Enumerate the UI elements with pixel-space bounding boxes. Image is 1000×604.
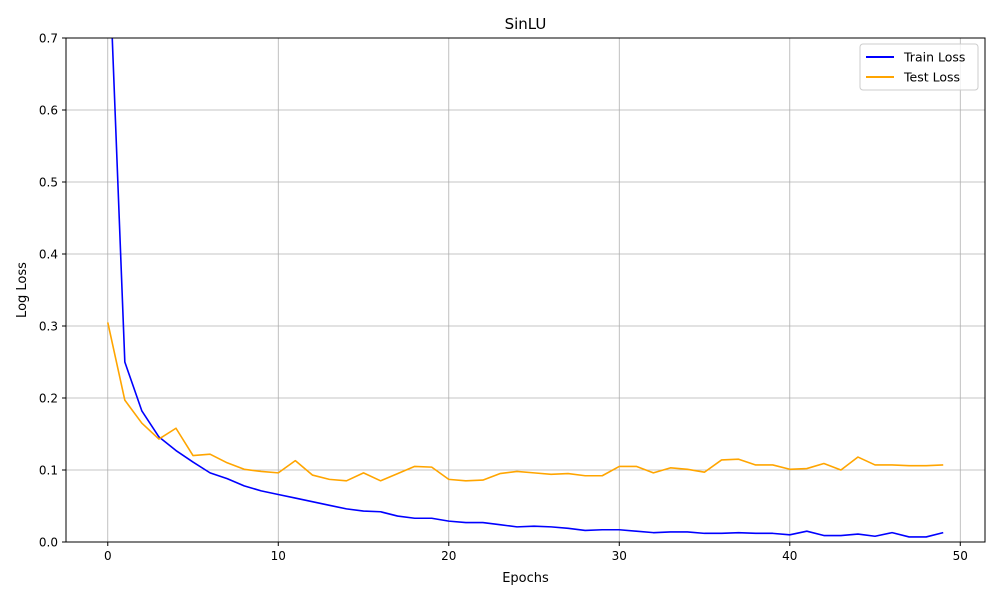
legend-label-test-loss: Test Loss <box>903 70 960 85</box>
series-line-test-loss <box>106 322 944 482</box>
y-tick-label: 0.0 <box>39 536 58 550</box>
x-axis: 0 10 20 30 40 50 <box>104 542 968 563</box>
y-tick-label: 0.7 <box>39 32 58 46</box>
x-tick-label: 20 <box>441 549 456 563</box>
y-axis: 0.0 0.1 0.2 0.3 0.4 0.5 0.6 0.7 <box>39 32 66 550</box>
y-tick-label: 0.2 <box>39 392 58 406</box>
x-tick-label: 0 <box>104 549 112 563</box>
plot-area-frame <box>65 37 986 543</box>
x-tick-label: 40 <box>782 549 797 563</box>
x-tick-label: 10 <box>271 549 286 563</box>
y-tick-label: 0.6 <box>39 104 58 118</box>
x-tick-label: 30 <box>612 549 627 563</box>
y-axis-label: Log Loss <box>15 262 30 318</box>
series-line-train-loss <box>111 38 944 538</box>
y-tick-label: 0.3 <box>39 320 58 334</box>
y-tick-label: 0.1 <box>39 464 58 478</box>
y-tick-label: 0.5 <box>39 176 58 190</box>
x-axis-label: Epochs <box>502 571 549 586</box>
chart-title: SinLU <box>505 15 547 33</box>
legend: Train Loss Test Loss <box>859 43 979 91</box>
legend-box <box>859 43 979 91</box>
legend-label-train-loss: Train Loss <box>903 50 965 65</box>
y-tick-label: 0.4 <box>39 248 58 262</box>
series-layer <box>106 38 944 538</box>
x-tick-label: 50 <box>953 549 968 563</box>
